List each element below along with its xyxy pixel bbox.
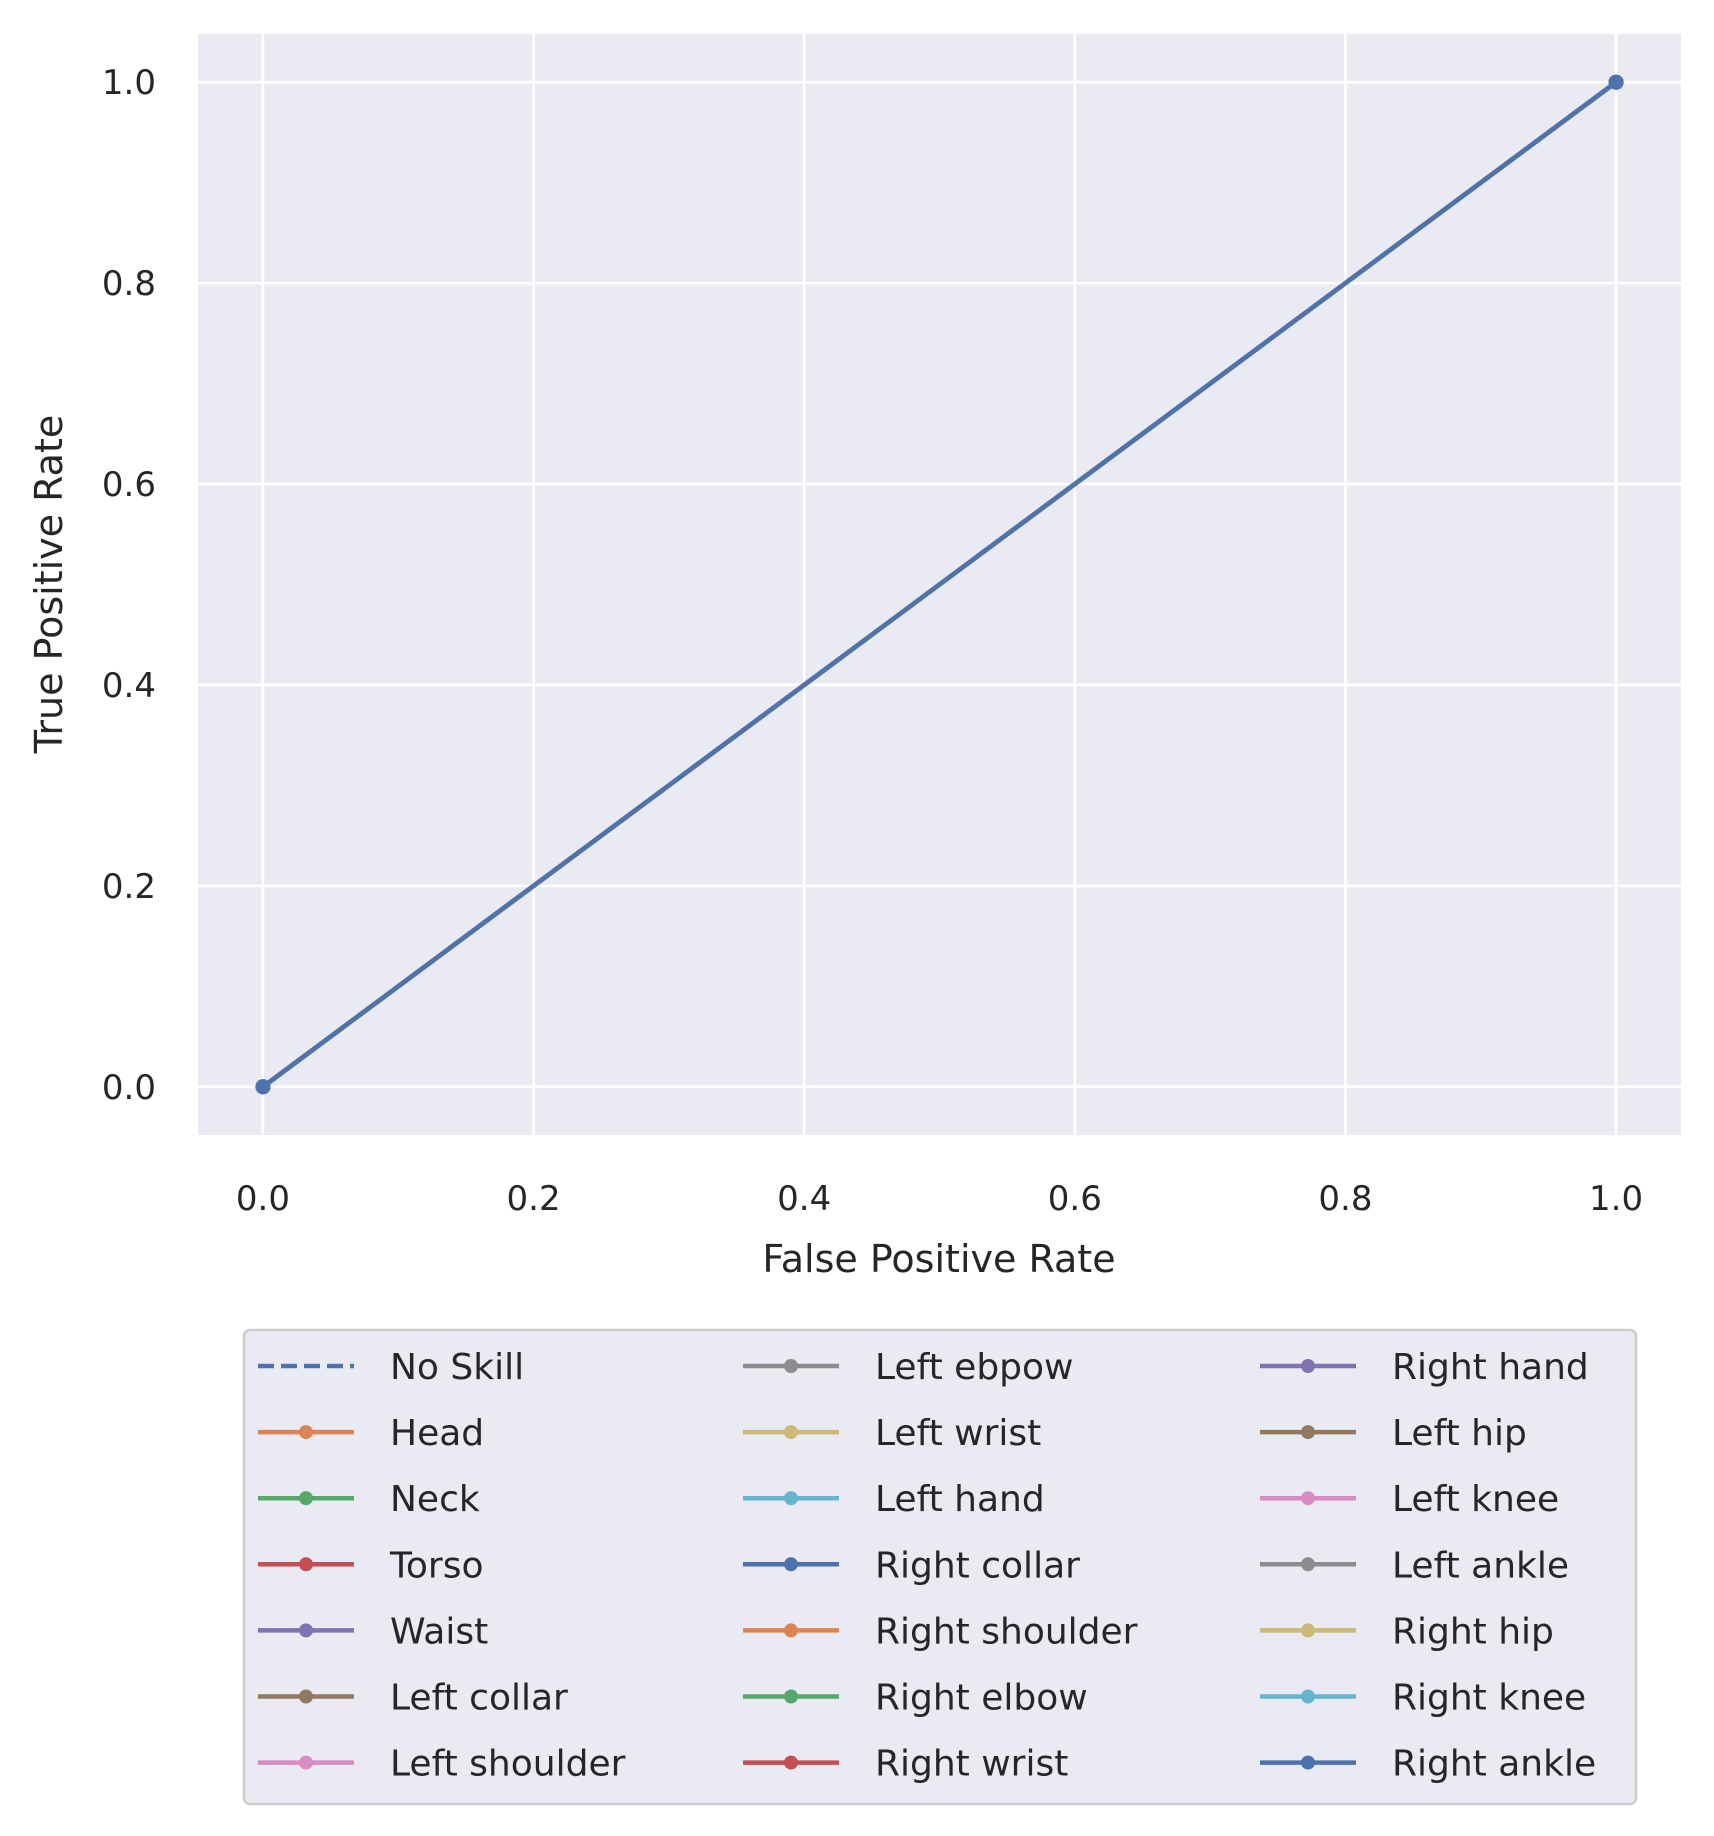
series-point xyxy=(1608,74,1624,90)
legend-label: Left hip xyxy=(1392,1413,1527,1454)
legend-marker xyxy=(299,1425,313,1440)
legend-marker xyxy=(1301,1359,1315,1373)
ticks: 0.0 0.2 0.4 0.6 0.8 1.0 0.0 0.2 0.4 0.6 0.8 1.0 xyxy=(102,63,1643,1219)
y-tick-label: 0.4 xyxy=(102,666,156,706)
legend-marker xyxy=(1301,1425,1315,1440)
legend-label: Head xyxy=(390,1413,484,1454)
x-tick-label: 0.0 xyxy=(236,1179,290,1219)
series-line xyxy=(260,79,1619,1090)
legend-marker xyxy=(784,1425,798,1440)
legend-marker xyxy=(784,1557,798,1572)
legend-label: Right hip xyxy=(1392,1611,1554,1652)
legend: No Skill Head Neck Torso Waist Left collar Lef… xyxy=(242,1328,1638,1806)
series-point xyxy=(255,1079,271,1095)
series-layer xyxy=(255,74,1624,1095)
y-tick-label: 0.0 xyxy=(102,1068,156,1108)
x-axis-label: False Positive Rate xyxy=(762,1237,1115,1281)
legend-label: Neck xyxy=(390,1479,480,1520)
legend-label: Torso xyxy=(389,1545,483,1586)
legend-marker xyxy=(784,1755,798,1770)
legend-label: Left knee xyxy=(1392,1479,1559,1520)
legend-label: Right elbow xyxy=(875,1678,1088,1719)
legend-label: Right collar xyxy=(875,1545,1080,1586)
legend-marker xyxy=(784,1623,798,1638)
legend-label: Waist xyxy=(390,1611,488,1652)
legend-label: Right knee xyxy=(1392,1678,1586,1719)
legend-label: Left ebpow xyxy=(875,1347,1074,1388)
legend-label: Right ankle xyxy=(1392,1744,1596,1785)
x-tick-label: 0.2 xyxy=(507,1179,561,1219)
legend-marker xyxy=(1301,1755,1315,1770)
grid xyxy=(198,34,1681,1135)
legend-label: Left collar xyxy=(390,1678,568,1719)
x-tick-label: 0.8 xyxy=(1318,1179,1372,1219)
legend-marker xyxy=(784,1359,798,1373)
legend-marker xyxy=(784,1491,798,1506)
legend-label: Left shoulder xyxy=(390,1744,626,1785)
legend-marker xyxy=(299,1623,313,1638)
legend-box xyxy=(242,1328,1638,1806)
legend-marker xyxy=(1301,1689,1315,1704)
legend-marker xyxy=(1301,1491,1315,1506)
legend-marker xyxy=(299,1491,313,1506)
y-axis-label: True Positive Rate xyxy=(27,415,71,755)
legend-marker xyxy=(1301,1623,1315,1638)
legend-marker xyxy=(299,1557,313,1572)
x-tick-label: 0.4 xyxy=(777,1179,831,1219)
y-tick-label: 0.2 xyxy=(102,867,156,907)
x-tick-label: 1.0 xyxy=(1589,1179,1643,1219)
legend-label: Left wrist xyxy=(875,1413,1041,1454)
y-tick-label: 1.0 xyxy=(102,63,156,103)
legend-label: Left hand xyxy=(875,1479,1045,1520)
legend-marker xyxy=(784,1689,798,1704)
legend-marker xyxy=(1301,1557,1315,1572)
legend-label: Left ankle xyxy=(1392,1545,1569,1586)
x-tick-label: 0.6 xyxy=(1048,1179,1102,1219)
legend-label: Right hand xyxy=(1392,1347,1589,1388)
y-tick-label: 0.6 xyxy=(102,465,156,505)
legend-label: Right shoulder xyxy=(875,1611,1138,1652)
legend-label: Right wrist xyxy=(875,1744,1068,1785)
legend-marker xyxy=(299,1689,313,1704)
y-tick-label: 0.8 xyxy=(102,264,156,304)
legend-label: No Skill xyxy=(390,1347,524,1388)
legend-marker xyxy=(299,1755,313,1770)
